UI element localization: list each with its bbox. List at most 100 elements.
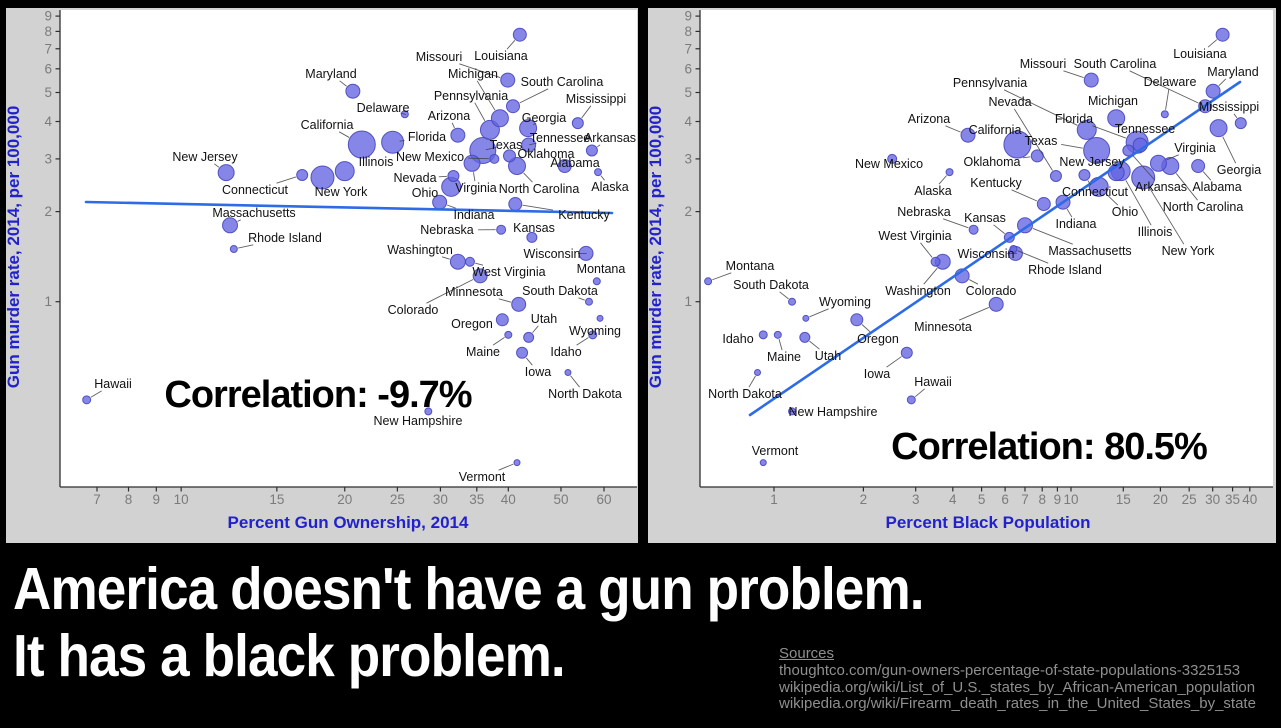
x-tick-label: 60 (596, 492, 611, 507)
label-rhode-island: Rhode Island (248, 231, 322, 245)
y-tick-label: 6 (684, 61, 692, 76)
leader-mississippi (581, 105, 592, 119)
leader-west-virginia (475, 262, 484, 266)
y-tick-label: 3 (684, 151, 692, 166)
leader-illinois (1125, 180, 1152, 226)
label-alabama: Alabama (550, 156, 599, 170)
x-tick-label: 25 (1182, 492, 1197, 507)
leader-utah (532, 325, 539, 334)
x-tick-label: 50 (553, 492, 568, 507)
dot-new-jersey (217, 164, 235, 182)
leader-washington (923, 267, 938, 285)
dot-north-carolina (508, 157, 527, 176)
label-indiana: Indiana (453, 208, 494, 222)
label-new-hampshire: New Hampshire (374, 414, 463, 428)
leader-arkansas (1132, 155, 1156, 181)
leader-north-dakota (570, 375, 580, 388)
leader-kansas (993, 224, 1005, 235)
dot-nevada (447, 170, 460, 183)
x-tick-label: 8 (1038, 492, 1046, 507)
leader-arizona (451, 122, 455, 129)
y-tick-label: 5 (44, 85, 52, 100)
dot-arizona (450, 127, 466, 143)
dot-idaho (758, 330, 768, 340)
label-kansas: Kansas (964, 211, 1006, 225)
label-minnesota: Minnesota (445, 285, 503, 299)
leader-kentucky (522, 204, 553, 211)
dot-kentucky (508, 197, 523, 212)
leader-rhode-island (238, 244, 254, 249)
dot-new-york (1131, 165, 1156, 190)
x-tick-label: 10 (174, 492, 189, 507)
headline-text: America doesn't have a gun problem. It h… (13, 556, 925, 690)
leader-rhode-island (1017, 250, 1049, 264)
dot-iowa (900, 346, 913, 359)
label-illinois: Illinois (1138, 225, 1173, 239)
label-west-virginia: West Virginia (472, 265, 545, 279)
scatter-charts: 7 8 9 10 15 20 25 30 35 40 50 60123456789AlabamaAla… (4, 8, 1276, 543)
x-tick-label: 2 (860, 492, 868, 507)
label-rhode-island: Rhode Island (1028, 263, 1102, 277)
dot-massachusetts (1016, 217, 1033, 234)
label-oklahoma: Oklahoma (964, 155, 1021, 169)
dot-louisiana (512, 27, 527, 42)
leader-iowa (525, 357, 533, 366)
dot-west-virginia (930, 256, 941, 267)
dot-michigan (1107, 109, 1126, 128)
leader-louisiana (506, 40, 516, 50)
label-virginia: Virginia (1174, 141, 1216, 155)
dot-nevada (1049, 170, 1062, 183)
leader-virginia (473, 172, 476, 182)
dot-arkansas (585, 144, 598, 157)
leader-arkansas (596, 144, 601, 148)
dot-connecticut (1078, 169, 1091, 182)
label-south-carolina: South Carolina (521, 75, 604, 89)
y-tick-label: 6 (44, 61, 52, 76)
leader-pennsylvania (1003, 89, 1078, 126)
dot-delaware (1160, 110, 1169, 119)
x-tick-label: 20 (1153, 492, 1168, 507)
label-nebraska: Nebraska (897, 205, 951, 219)
y-tick-label: 4 (684, 114, 692, 129)
y-tick-label: 8 (684, 24, 692, 39)
dot-georgia (1209, 119, 1228, 138)
dot-mississippi (571, 117, 584, 130)
dot-west-virginia (464, 256, 475, 267)
x-tick-label: 15 (269, 492, 284, 507)
dot-california (1003, 130, 1032, 159)
black-population-chart-x-title: Percent Black Population (886, 513, 1091, 532)
label-florida: Florida (408, 130, 446, 144)
label-arizona: Arizona (428, 109, 470, 123)
label-mississippi: Mississippi (1199, 100, 1259, 114)
dot-hawaii (906, 395, 916, 405)
dot-vermont (759, 459, 767, 467)
label-michigan: Michigan (1088, 94, 1138, 108)
dot-south-dakota (584, 297, 593, 306)
leader-arizona (945, 125, 961, 133)
x-tick-label: 3 (912, 492, 920, 507)
dot-missouri (1083, 72, 1099, 88)
y-tick-label: 8 (44, 24, 52, 39)
leader-mississippi (1233, 113, 1238, 119)
dot-colorado (472, 268, 488, 284)
dot-missouri (500, 72, 516, 88)
label-maryland: Maryland (1207, 65, 1258, 79)
x-tick-label: 8 (125, 492, 133, 507)
dot-virginia (1149, 154, 1167, 172)
label-connecticut: Connecticut (222, 183, 289, 197)
label-massachusetts: Massachusetts (212, 206, 295, 220)
label-new-jersey: New Jersey (172, 150, 238, 164)
label-wyoming: Wyoming (819, 295, 871, 309)
label-new-york: New York (1162, 244, 1216, 258)
label-ohio: Ohio (1112, 205, 1138, 219)
label-nebraska: Nebraska (420, 223, 474, 237)
dot-tennessee (521, 137, 537, 153)
y-tick-label: 3 (44, 151, 52, 166)
label-maryland: Maryland (305, 67, 356, 81)
dot-kentucky (1036, 197, 1051, 212)
leader-new-mexico (468, 157, 489, 160)
label-south-dakota: South Dakota (733, 278, 809, 292)
label-maine: Maine (466, 345, 500, 359)
label-new-hampshire: New Hampshire (789, 405, 878, 419)
y-tick-label: 7 (684, 41, 692, 56)
